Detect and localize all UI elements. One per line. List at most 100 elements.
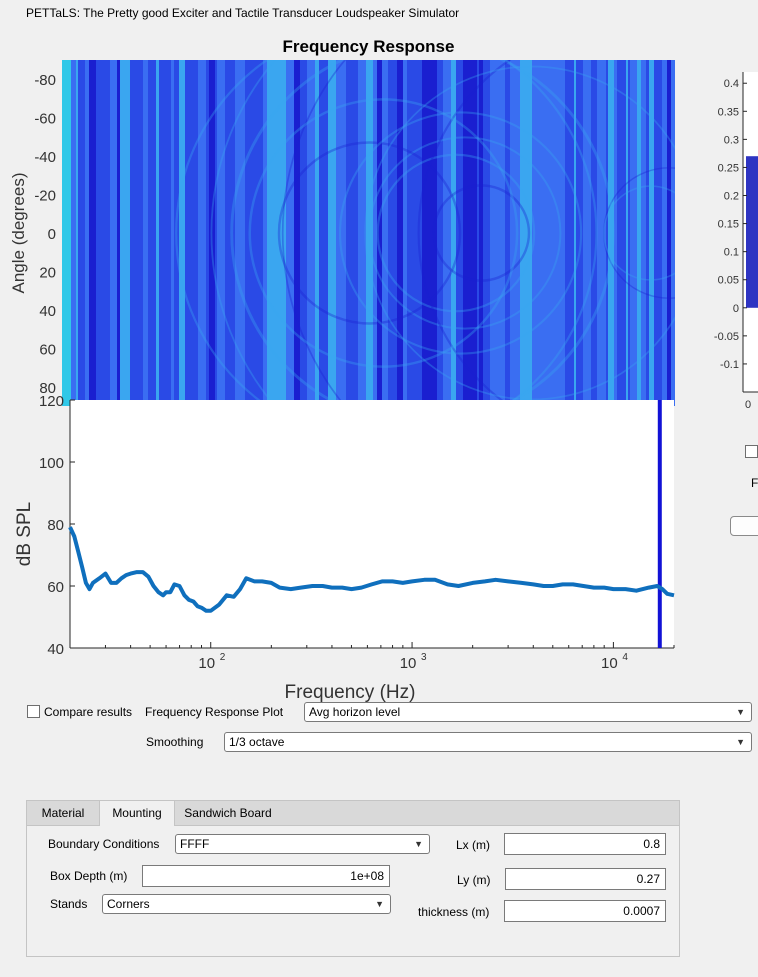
side-y-tick-label: 0 <box>733 303 739 315</box>
heatmap-ytick-label: -40 <box>34 149 56 166</box>
heatmap-cell <box>277 141 462 325</box>
frequency-response-line-chart[interactable]: 40 60 80 100 120 10 2 10 3 10 4 Frequency (Hz) dB SP… <box>0 390 690 702</box>
x-axis-label: Frequency (Hz) <box>285 682 416 702</box>
side-checkbox[interactable] <box>745 445 758 458</box>
heatmap-cell <box>463 60 469 406</box>
x-tick-label: 10 <box>198 655 215 672</box>
app-title: PETTaLS: The Pretty good Exciter and Tac… <box>26 6 460 20</box>
heatmap-cell <box>133 60 144 406</box>
heatmap-cell <box>198 60 207 406</box>
heatmap-cell <box>286 60 295 406</box>
heatmap-cell <box>300 60 305 406</box>
heatmap-cell <box>667 60 672 406</box>
heatmap-cell <box>614 60 618 406</box>
ly-field[interactable]: 0.27 <box>505 868 666 890</box>
side-y-tick-label: -0.1 <box>720 359 739 371</box>
heatmap-cell <box>510 60 521 406</box>
heatmap-cell <box>649 60 655 406</box>
compare-results-checkbox[interactable] <box>27 705 40 718</box>
heatmap-cell <box>490 60 496 406</box>
heatmap-cell <box>409 60 414 406</box>
tab-sandwich-board[interactable]: Sandwich Board <box>184 806 272 820</box>
heatmap-ytick-label: 0 <box>48 226 56 243</box>
heatmap-cell <box>78 60 86 406</box>
heatmap-cell <box>654 60 657 406</box>
heatmap-cell <box>608 60 615 406</box>
heatmap-cell <box>620 60 627 406</box>
heatmap-cell <box>156 60 160 406</box>
heatmap-ytick-label: -60 <box>34 111 56 128</box>
heatmap-cell <box>583 60 592 406</box>
heatmap-ytick-label: -80 <box>34 72 56 89</box>
heatmap-cell <box>626 60 629 406</box>
heatmap-cell <box>267 60 277 406</box>
boundary-conditions-dropdown[interactable]: FFFF ▼ <box>175 834 430 854</box>
box-depth-label: Box Depth (m) <box>50 869 128 883</box>
heatmap-cell <box>662 60 668 406</box>
chevron-down-icon: ▼ <box>414 839 423 849</box>
heatmap-cell <box>240 60 246 406</box>
heatmap-cell <box>76 60 79 406</box>
tab-mounting[interactable]: Mounting <box>99 801 175 826</box>
heatmap-cell <box>307 60 316 406</box>
side-button[interactable] <box>730 516 758 536</box>
frequency-plot-label: Frequency Response Plot <box>145 705 284 719</box>
heatmap-cell <box>366 60 374 406</box>
heatmap-cell <box>422 60 426 406</box>
heatmap-cell <box>245 60 252 406</box>
heatmap-cell <box>230 60 615 406</box>
heatmap-cell <box>574 60 577 406</box>
side-y-tick-label: 0.25 <box>718 162 739 174</box>
x-tick-exponent: 4 <box>622 652 628 663</box>
boundary-conditions-label: Boundary Conditions <box>48 837 160 851</box>
frequency-response-heatmap[interactable]: Frequency Response -80 -60 -40 -20 0 20 40 60 80 A… <box>0 30 680 410</box>
heatmap-cell <box>617 60 621 406</box>
heatmap-cell <box>304 60 308 406</box>
heatmap-cell <box>89 60 97 406</box>
heatmap-cell <box>630 60 634 406</box>
heatmap-cell <box>263 60 268 406</box>
heatmap-cell <box>576 60 584 406</box>
tab-material[interactable]: Material <box>41 806 85 820</box>
stands-dropdown[interactable]: Corners ▼ <box>102 894 391 914</box>
heatmap-cell <box>641 60 647 406</box>
side-y-tick-label: 0.35 <box>718 106 739 118</box>
lx-field[interactable]: 0.8 <box>504 833 666 855</box>
heatmap-cell <box>356 60 359 406</box>
heatmap-ytick-label: 80 <box>39 380 56 397</box>
smoothing-label: Smoothing <box>146 735 204 749</box>
frequency-plot-dropdown[interactable]: Avg horizon level ▼ <box>304 702 752 722</box>
heatmap-cell <box>364 65 675 401</box>
tab-bar: Material Mounting Sandwich Board <box>27 801 679 826</box>
heatmap-cell <box>130 60 134 406</box>
heatmap-cell <box>281 60 347 406</box>
heatmap-cell <box>451 60 457 406</box>
heatmap-cell <box>248 98 519 368</box>
heatmap-cell <box>425 60 433 406</box>
x-tick-label: 10 <box>601 655 618 672</box>
smoothing-dropdown[interactable]: 1/3 octave ▼ <box>224 732 752 752</box>
heatmap-cell <box>456 60 464 406</box>
heatmap-cell <box>294 60 301 406</box>
heatmap-ytick-label: 40 <box>39 303 56 320</box>
heatmap-cell <box>526 60 533 406</box>
heatmap-cell <box>62 60 69 406</box>
chevron-down-icon: ▼ <box>375 899 384 909</box>
heatmap-cell <box>388 60 398 406</box>
heatmap-title: Frequency Response <box>283 37 455 56</box>
heatmap-cell <box>215 60 218 406</box>
frequency-plot-value: Avg horizon level <box>309 705 401 719</box>
thickness-field[interactable]: 0.0007 <box>504 900 666 922</box>
stands-value: Corners <box>107 897 150 911</box>
line-plot-area <box>70 400 674 648</box>
heatmap-cell <box>159 60 166 406</box>
heatmap-cell <box>319 60 322 406</box>
box-depth-field[interactable]: 1e+08 <box>142 865 390 887</box>
heatmap-cell <box>413 60 423 406</box>
heatmap-cell <box>603 185 675 281</box>
y-tick-label: 40 <box>47 641 64 658</box>
x-tick-exponent: 2 <box>220 652 226 663</box>
heatmap-cell <box>165 60 172 406</box>
heatmap-cell <box>671 60 674 406</box>
heatmap-cell <box>505 60 511 406</box>
